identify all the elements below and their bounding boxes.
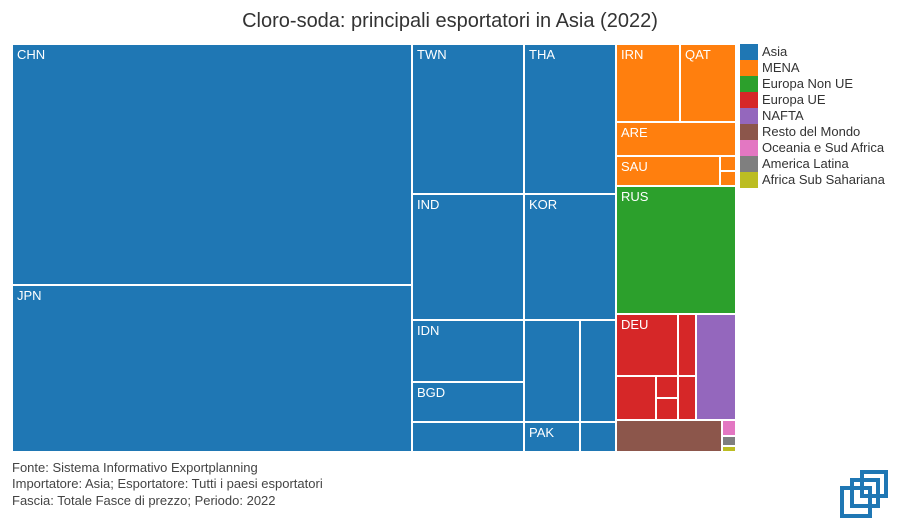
legend-item: Oceania e Sud Africa [740,140,885,156]
treemap-cell [412,422,524,452]
legend-label: Resto del Mondo [762,125,860,139]
footer-line-1: Fonte: Sistema Informativo Exportplannin… [12,460,323,476]
treemap-cell: PAK [524,422,580,452]
treemap-cell-label: ARE [621,125,648,140]
treemap-cell-label: THA [529,47,555,62]
legend-swatch-icon [740,140,758,156]
treemap-cell [656,398,678,420]
footer-caption: Fonte: Sistema Informativo Exportplannin… [12,460,323,509]
treemap-cell-label: CHN [17,47,45,62]
treemap-cell-label: TWN [417,47,447,62]
legend-label: NAFTA [762,109,804,123]
treemap-cell [580,320,616,422]
chart-title: Cloro-soda: principali esportatori in As… [0,10,900,33]
treemap-cell-label: KOR [529,197,557,212]
treemap-cell-label: IDN [417,323,439,338]
legend-label: Oceania e Sud Africa [762,141,884,155]
treemap-cell: CHN [12,44,412,285]
treemap-cell [524,320,580,422]
treemap-cell [678,376,696,420]
treemap-cell [616,376,656,420]
legend-label: Europa Non UE [762,77,853,91]
treemap-cell-label: RUS [621,189,648,204]
treemap-cell: IRN [616,44,680,122]
legend-swatch-icon [740,156,758,172]
legend-swatch-icon [740,92,758,108]
legend-item: Europa UE [740,92,885,108]
treemap-cell [722,420,736,436]
treemap-cell-label: QAT [685,47,711,62]
treemap-cell: KOR [524,194,616,320]
legend-item: MENA [740,60,885,76]
treemap-cell: ARE [616,122,736,156]
treemap-cell [580,422,616,452]
treemap-cell: IDN [412,320,524,382]
treemap-cell-label: JPN [17,288,42,303]
legend-item: Africa Sub Sahariana [740,172,885,188]
treemap-chart: CHN JPN TWN THA IND KOR IDN BGD PAK IRN QAT ARE SAU R… [12,44,736,452]
brand-logo-icon [838,470,888,520]
treemap-cell: QAT [680,44,736,122]
treemap-cell: IND [412,194,524,320]
treemap-cell: THA [524,44,616,194]
treemap-cell: BGD [412,382,524,422]
treemap-cell: RUS [616,186,736,314]
legend-item: Europa Non UE [740,76,885,92]
legend-swatch-icon [740,124,758,140]
footer-line-3: Fascia: Totale Fasce di prezzo; Periodo:… [12,493,323,509]
legend-swatch-icon [740,172,758,188]
treemap-cell-label: PAK [529,425,554,440]
legend-swatch-icon [740,108,758,124]
treemap-cell-label: DEU [621,317,648,332]
footer-line-2: Importatore: Asia; Esportatore: Tutti i … [12,476,323,492]
treemap-cell [616,420,722,452]
legend-item: Resto del Mondo [740,124,885,140]
legend-label: America Latina [762,157,849,171]
legend-item: Asia [740,44,885,60]
treemap-cell: TWN [412,44,524,194]
treemap-cell: JPN [12,285,412,452]
treemap-cell-label: BGD [417,385,445,400]
legend-label: MENA [762,61,800,75]
treemap-cell [696,314,736,420]
treemap-cell [722,446,736,452]
legend-swatch-icon [740,44,758,60]
treemap-cell [678,314,696,376]
treemap-cell [722,436,736,446]
treemap-cell: DEU [616,314,678,376]
treemap-cell [720,156,736,171]
treemap-cell [656,376,678,398]
legend-item: NAFTA [740,108,885,124]
treemap-cell-label: IRN [621,47,643,62]
treemap-cell-label: SAU [621,159,648,174]
legend-swatch-icon [740,76,758,92]
legend-swatch-icon [740,60,758,76]
legend-label: Africa Sub Sahariana [762,173,885,187]
legend: Asia MENA Europa Non UE Europa UE NAFTA Resto… [740,44,885,188]
legend-item: America Latina [740,156,885,172]
legend-label: Europa UE [762,93,826,107]
treemap-cell [720,171,736,186]
treemap-cell-label: IND [417,197,439,212]
treemap-cell: SAU [616,156,720,186]
legend-label: Asia [762,45,787,59]
